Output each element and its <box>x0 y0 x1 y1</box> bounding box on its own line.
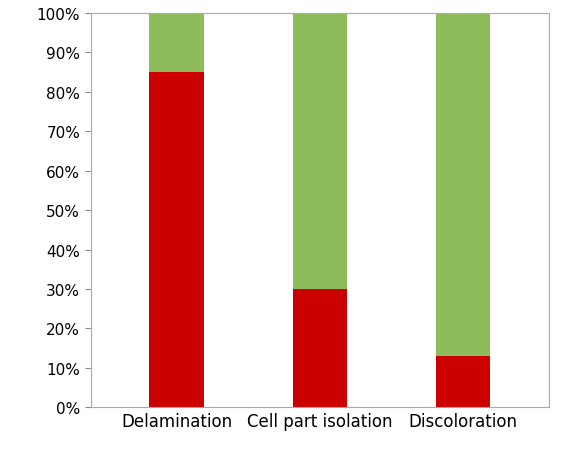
Bar <box>293 289 347 407</box>
Bar <box>149 14 204 73</box>
Bar <box>293 14 347 289</box>
Bar <box>149 73 204 407</box>
Bar <box>436 14 490 357</box>
Bar <box>436 357 490 407</box>
